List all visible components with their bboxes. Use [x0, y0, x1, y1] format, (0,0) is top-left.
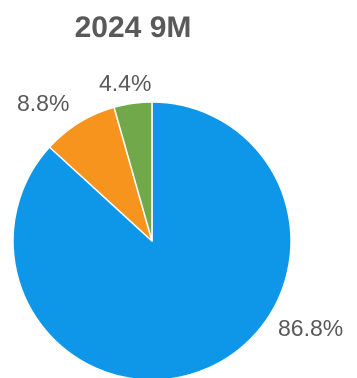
- pie-slice-label-1: 86.8%: [278, 315, 343, 341]
- pie-slice-1: [12, 101, 292, 378]
- pie-slice-3: [113, 101, 153, 242]
- pie-slice-label-3: 4.4%: [99, 70, 151, 96]
- chart-title: 2024 9M: [75, 11, 192, 44]
- pie-slice-label-2: 8.8%: [17, 90, 69, 116]
- pie-labels: 86.8% 8.8% 4.4%: [17, 70, 343, 341]
- pie-slices: [12, 101, 292, 378]
